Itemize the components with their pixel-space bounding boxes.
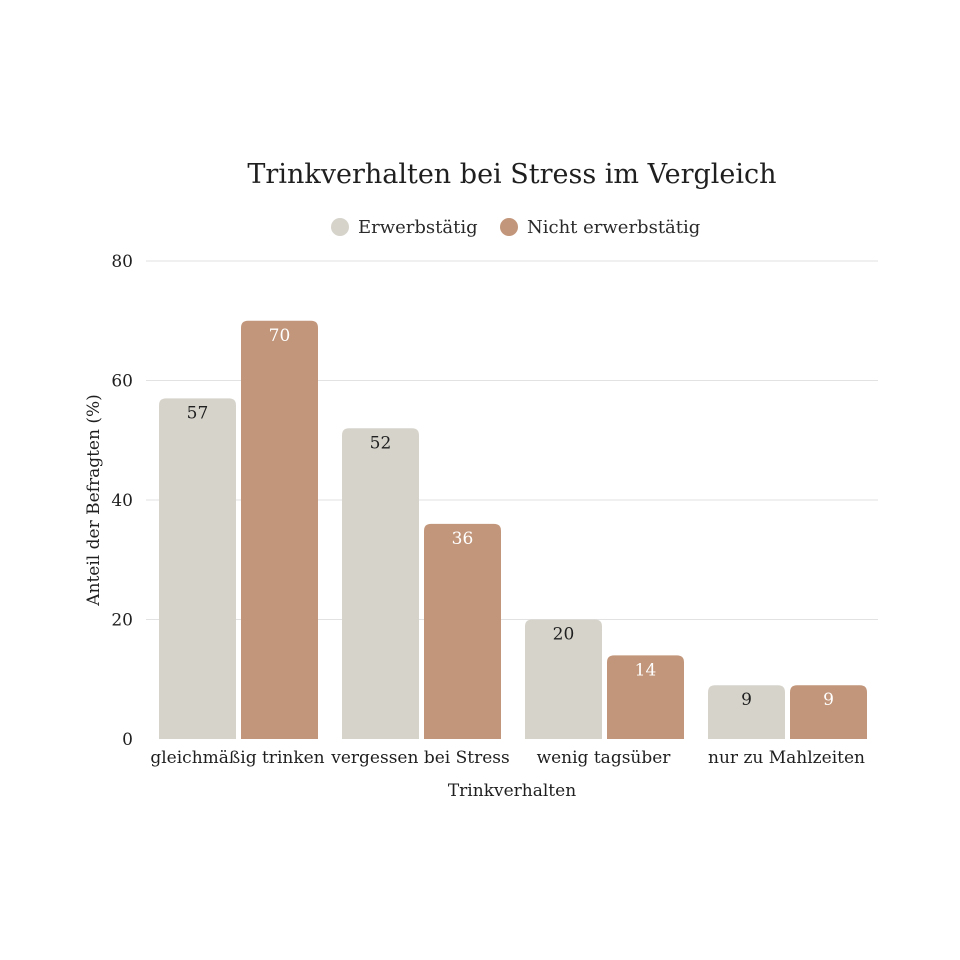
legend-label-nicht-erwerbstaetig: Nicht erwerbstätig <box>527 217 700 238</box>
y-tick-label: 60 <box>111 372 133 392</box>
bar <box>342 428 419 739</box>
data-label: 52 <box>370 433 392 453</box>
data-label: 14 <box>635 660 657 680</box>
bar <box>790 685 867 739</box>
y-tick-label: 20 <box>111 611 133 631</box>
y-tick-label: 0 <box>122 730 133 750</box>
data-label: 9 <box>823 690 834 710</box>
legend-swatch-erwerbstaetig <box>331 218 349 236</box>
data-label: 57 <box>187 403 209 423</box>
x-tick-label: gleichmäßig trinken <box>150 748 324 768</box>
y-tick-label: 80 <box>111 252 133 272</box>
bar <box>159 398 236 739</box>
bar <box>424 523 501 739</box>
data-label: 70 <box>269 326 291 346</box>
x-tick-label: nur zu Mahlzeiten <box>708 748 865 768</box>
bar <box>708 685 785 739</box>
data-label: 20 <box>553 625 575 645</box>
bar <box>525 619 602 739</box>
bars <box>159 320 867 739</box>
legend: Erwerbstätig Nicht erwerbstätig <box>331 217 700 238</box>
legend-label-erwerbstaetig: Erwerbstätig <box>358 217 478 238</box>
x-axis-title: Trinkverhalten <box>448 781 576 801</box>
data-labels: 57 70 52 36 20 14 9 9 <box>187 326 834 710</box>
y-axis-ticks: 0 20 40 60 80 <box>111 252 133 750</box>
x-tick-label: vergessen bei Stress <box>330 748 510 768</box>
legend-swatch-nicht-erwerbstaetig <box>500 218 518 236</box>
x-tick-label: wenig tagsüber <box>537 748 672 768</box>
bar <box>607 655 684 739</box>
bar <box>241 320 318 739</box>
y-axis-title: Anteil der Befragten (%) <box>84 394 104 607</box>
x-axis-ticks: gleichmäßig trinken vergessen bei Stress w… <box>150 748 865 768</box>
data-label: 36 <box>452 529 474 549</box>
data-label: 9 <box>741 690 752 710</box>
y-tick-label: 40 <box>111 491 133 511</box>
chart-title: Trinkverhalten bei Stress im Vergleich <box>247 159 776 190</box>
